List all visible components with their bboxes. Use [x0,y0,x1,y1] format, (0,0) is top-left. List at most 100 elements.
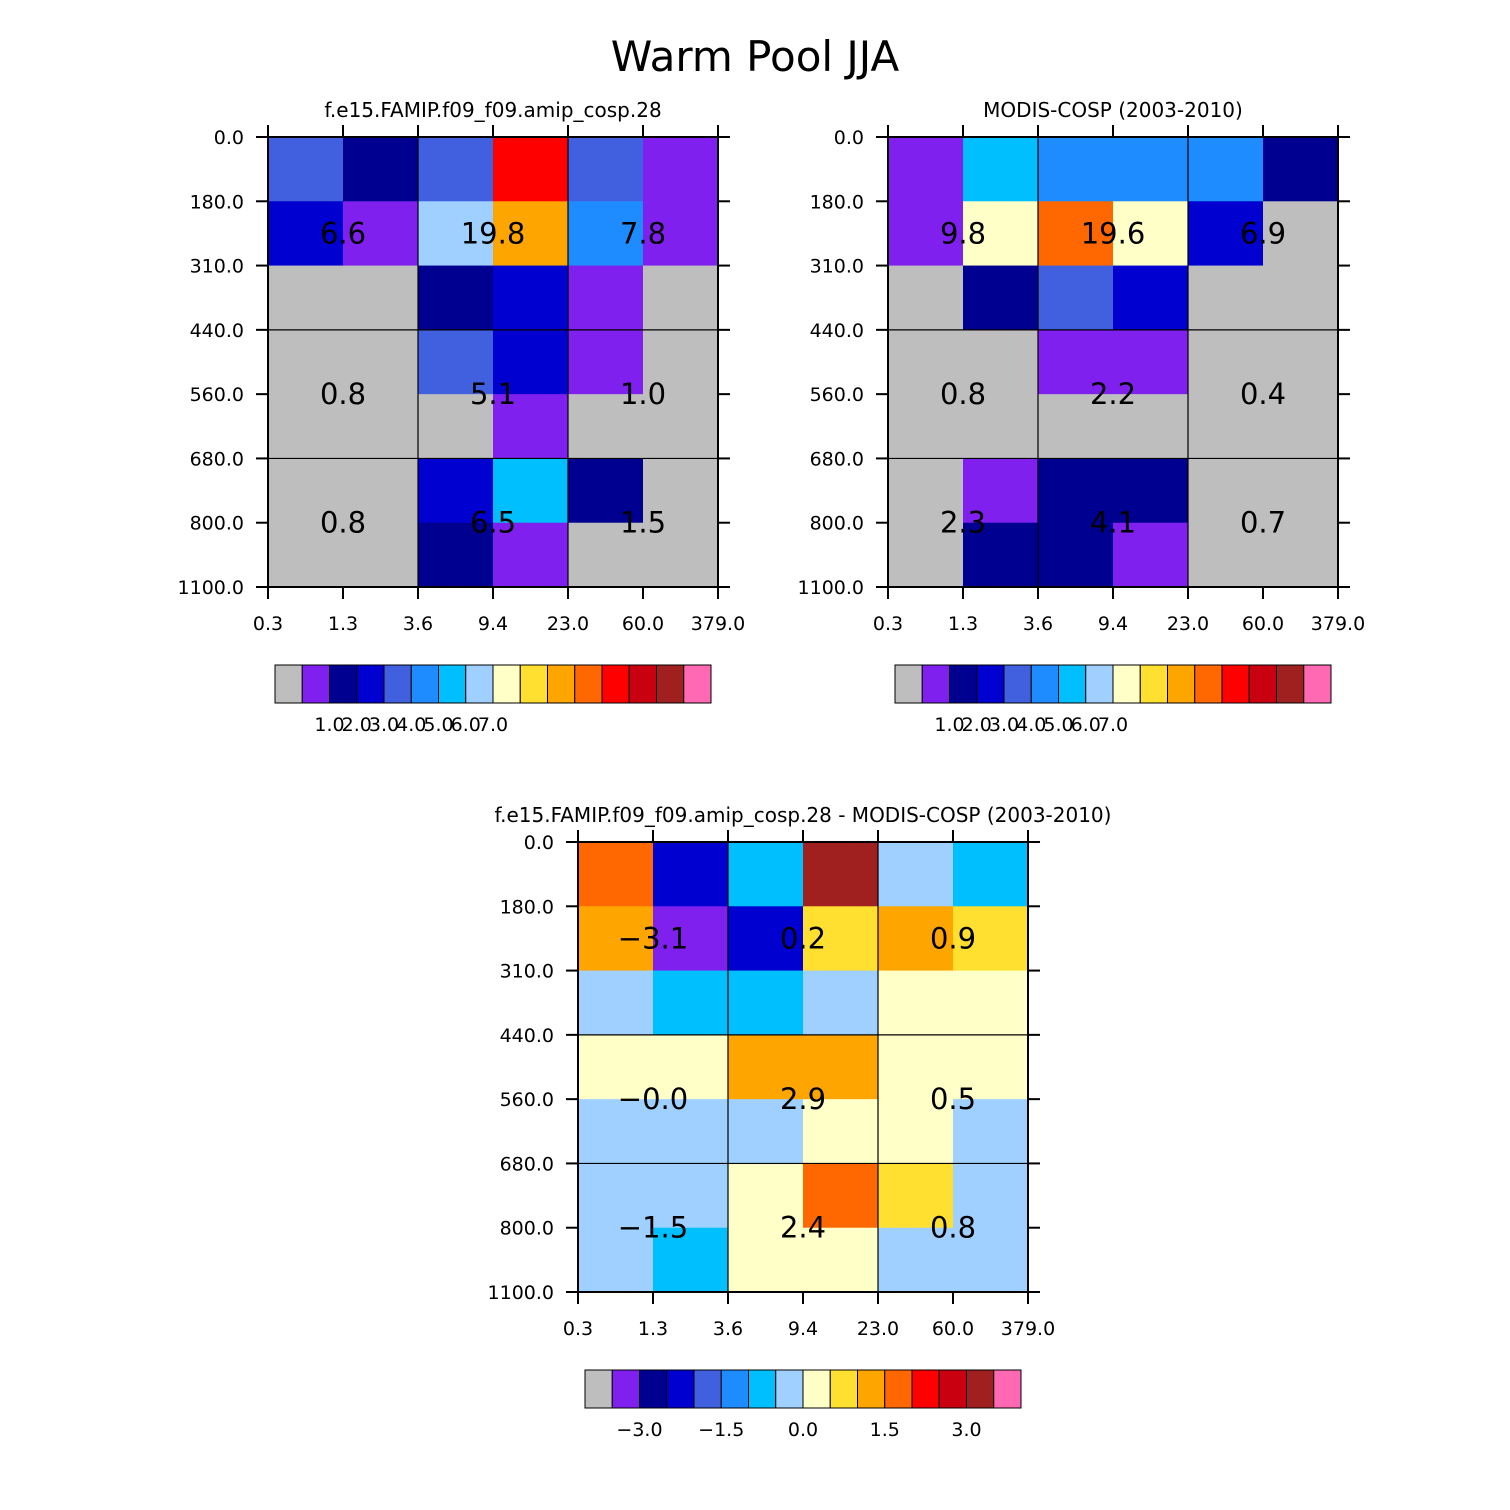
colorbar-box [356,664,385,704]
heatmap-cell [1038,458,1114,524]
colorbar-box [921,664,950,704]
heatmap-cell [888,458,964,524]
y-tick-label: 310.0 [500,961,554,983]
group-value-label: 6.5 [470,506,516,540]
heatmap-cell [643,522,719,588]
colorbar-label: 5.0 [1043,714,1073,736]
group-value-label: 7.8 [620,216,666,250]
y-tick-label: 180.0 [500,896,554,918]
heatmap-cell [268,522,344,588]
heatmap-cell [1263,201,1339,267]
colorbar-box [720,1369,749,1409]
colorbar-box [949,664,978,704]
heatmap-cell [888,201,964,267]
heatmap-cell [1263,458,1339,524]
heatmap-cell [653,1099,729,1164]
heatmap-cell [728,970,804,1036]
heatmap-cell [803,842,879,907]
heatmap-cell [578,1163,654,1229]
heatmap-cell [963,265,1039,331]
colorbar-box [993,1369,1022,1409]
group-value-label: 2.9 [780,1082,826,1116]
heatmap-cell [493,137,569,202]
heatmap-cell [803,1034,879,1100]
heatmap-cell [418,458,494,524]
x-tick-label: 3.6 [403,613,433,635]
x-tick-label: 1.3 [638,1318,668,1340]
heatmap-cell [1113,458,1189,524]
group-value-label: −1.5 [618,1211,688,1245]
x-tick-label: 3.6 [713,1318,743,1340]
colorbar-box [628,664,657,704]
colorbar-box [1085,664,1114,704]
heatmap-cell [268,394,344,459]
colorbar-box [574,664,603,704]
x-tick-label: 23.0 [547,613,589,635]
y-tick-label: 310.0 [190,256,244,278]
heatmap-cell [1113,137,1189,202]
heatmap-cell [493,522,569,588]
heatmap-cell [963,137,1039,202]
heatmap-cell [268,265,344,331]
colorbar-box [438,664,467,704]
heatmap-cell [1113,522,1189,588]
colorbar: 1.02.03.04.05.06.07.0 [894,664,1332,736]
heatmap-cell [578,1099,654,1164]
group-value-label: 0.2 [780,921,826,955]
heatmap-cell [728,1163,804,1229]
heatmap-cell [1188,201,1264,267]
heatmap-cell [643,329,719,395]
colorbar-box [938,1369,967,1409]
heatmap-cell [1038,522,1114,588]
heatmap-cell [418,522,494,588]
colorbar-label: 6.0 [1071,714,1101,736]
colorbar-box [547,664,576,704]
colorbar-box [329,664,358,704]
colorbar-box [1248,664,1277,704]
heatmap-cell [1038,329,1114,395]
heatmap-cell [953,906,1029,972]
colorbar-box [857,1369,886,1409]
heatmap-cell [653,1163,729,1229]
group-value-label: 6.6 [320,216,366,250]
colorbar-label: 2.0 [342,714,372,736]
heatmap-cell [953,1099,1029,1164]
x-tick-label: 3.6 [1023,613,1053,635]
colorbar-box [383,664,412,704]
x-tick-label: 379.0 [1311,613,1365,635]
y-tick-label: 560.0 [500,1089,554,1111]
y-tick-label: 180.0 [190,191,244,213]
colorbar-label: 2.0 [962,714,992,736]
colorbar-box [656,664,685,704]
colorbar-label: 3.0 [951,1419,981,1441]
heatmap-cell [493,265,569,331]
group-value-label: 4.1 [1090,506,1136,540]
heatmap-cell [878,1227,954,1293]
heatmap-cell [878,1099,954,1164]
group-grid [578,842,1028,1292]
x-tick-label: 1.3 [328,613,358,635]
y-tick-label: 440.0 [190,320,244,342]
heatmap-cell [878,906,954,972]
colorbar-box [1194,664,1223,704]
heatmap-cell [1188,394,1264,459]
heatmap-cell [568,458,644,524]
x-tick-label: 9.4 [478,613,508,635]
heatmap-cell [653,842,729,907]
group-value-label: 1.0 [620,377,666,411]
heatmap-cell [963,201,1039,267]
x-tick-label: 0.3 [873,613,903,635]
colorbar-label: −3.0 [616,1419,662,1441]
group-value-label: 1.5 [620,506,666,540]
heatmap-cell [1188,265,1264,331]
colorbar-box [884,1369,913,1409]
heatmap-cell [963,394,1039,459]
y-tick-label: 440.0 [810,320,864,342]
heatmap-cell [728,842,804,907]
heatmap-cell [568,329,644,395]
heatmap-cell [1188,137,1264,202]
panel-1: f.e15.FAMIP.f09_f09.amip_cosp.28 6.6 19.8 7… [178,98,746,736]
heatmap-cell [1263,265,1339,331]
y-tick-label: 440.0 [500,1025,554,1047]
y-tick-label: 800.0 [190,513,244,535]
